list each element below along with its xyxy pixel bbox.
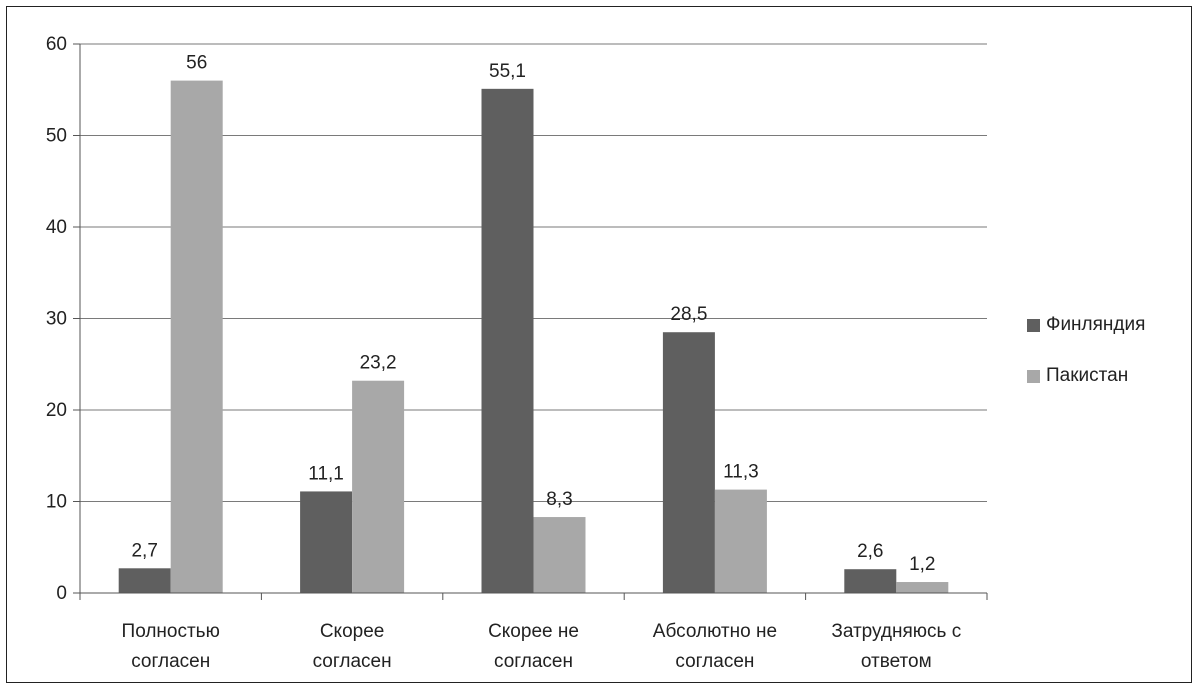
bar-series-1-cat-2 [533, 517, 586, 593]
bar-series-1-cat-0 [170, 80, 223, 594]
x-category-label-0-line-1: согласен [131, 651, 210, 672]
bar-series-1-cat-3 [714, 489, 767, 593]
data-label-series-0-cat-0: 2,7 [131, 540, 157, 561]
x-category-label-0: Полностью согласен [122, 621, 220, 672]
data-label-series-1-cat-0: 56 [186, 53, 207, 74]
legend-label-series-1: Пакистан [1046, 365, 1129, 386]
data-label-series-1-cat-1: 23,2 [360, 353, 397, 374]
legend-label-series-0: Финляндия [1046, 314, 1146, 335]
x-category-label-3-line-1: согласен [675, 651, 754, 672]
bar-series-0-cat-1 [300, 491, 353, 593]
data-label-series-0-cat-1: 11,1 [308, 463, 344, 484]
data-label-series-1-cat-2: 8,3 [546, 489, 572, 510]
data-label-series-0-cat-4: 2,6 [857, 541, 883, 562]
x-category-label-3-line-0: Абсолютно не [653, 621, 777, 642]
x-category-label-0-line-0: Полностью [122, 621, 220, 642]
data-label-series-0-cat-3: 28,5 [670, 304, 707, 325]
x-category-label-4-line-1: ответом [861, 651, 932, 672]
bar-series-1-cat-4 [896, 582, 949, 593]
bar-series-0-cat-2 [481, 88, 534, 594]
y-tick-label-1: 10 [46, 492, 67, 513]
legend-swatch-series-0 [1027, 318, 1040, 332]
data-label-series-0-cat-2: 55,1 [489, 61, 526, 82]
labels: 0 10 20 30 40 50 60 2,7 56 Полностью согласен 11,1 2… [46, 34, 961, 672]
axes [73, 43, 988, 600]
y-tick-label-3: 30 [46, 309, 67, 330]
bars [118, 80, 949, 594]
x-category-label-1-line-1: согласен [313, 651, 392, 672]
bar-series-0-cat-0 [118, 568, 171, 593]
legend-item-series-0: Финляндия [1027, 314, 1145, 336]
x-category-label-2-line-1: согласен [494, 651, 573, 672]
bar-series-1-cat-1 [352, 380, 405, 593]
y-tick-label-6: 60 [46, 34, 67, 55]
data-label-series-1-cat-3: 11,3 [723, 462, 759, 483]
y-tick-label-4: 40 [46, 217, 67, 238]
bar-series-0-cat-3 [662, 332, 715, 593]
y-tick-label-5: 50 [46, 126, 67, 147]
x-category-label-4: Затрудняюсь с ответом [831, 621, 961, 672]
legend-item-series-1: Пакистан [1027, 365, 1145, 387]
x-category-label-1: Скорее согласен [313, 621, 392, 672]
y-tick-label-2: 20 [46, 400, 67, 421]
y-tick-label-0: 0 [56, 583, 67, 604]
x-category-label-1-line-0: Скорее [320, 621, 385, 642]
legend-swatch-series-1 [1027, 369, 1040, 383]
x-category-label-3: Абсолютно не согласен [653, 621, 777, 672]
x-category-label-2-line-0: Скорее не [488, 621, 579, 642]
legend: Финляндия Пакистан [1027, 314, 1145, 416]
x-category-label-4-line-0: Затрудняюсь с [831, 621, 961, 642]
x-category-label-2: Скорее не согласен [488, 621, 579, 672]
bar-series-0-cat-4 [844, 569, 897, 593]
data-label-series-1-cat-4: 1,2 [909, 554, 935, 575]
